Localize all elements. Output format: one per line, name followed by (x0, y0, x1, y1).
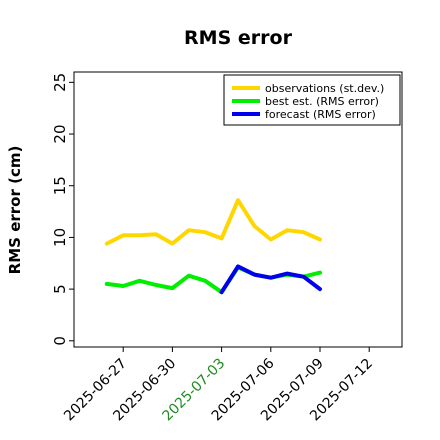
chart-title: RMS error (184, 27, 293, 49)
series-lines (104, 198, 322, 295)
legend-entry: observations (st.dev.) (265, 82, 384, 95)
y-axis-label: RMS error (cm) (6, 146, 24, 275)
y-tick-label: 5 (51, 284, 69, 294)
legend-entry: forecast (RMS error) (265, 108, 376, 121)
series-line-1 (104, 265, 322, 295)
y-tick-label: 10 (51, 228, 69, 247)
y-axis: 0 5 10 15 20 25 (51, 73, 74, 346)
y-tick-label: 0 (51, 336, 69, 346)
series-line-2 (219, 264, 322, 295)
plot-frame (73, 71, 403, 348)
y-tick-label: 15 (51, 176, 69, 195)
legend-entry: best est. (RMS error) (265, 95, 379, 108)
series-line-0 (104, 198, 322, 246)
y-tick-label: 25 (51, 73, 69, 92)
x-axis: 2025-06-272025-06-302025-07-032025-07-06… (61, 347, 376, 424)
y-tick-label: 20 (51, 124, 69, 143)
legend: observations (st.dev.)best est. (RMS err… (223, 74, 401, 126)
